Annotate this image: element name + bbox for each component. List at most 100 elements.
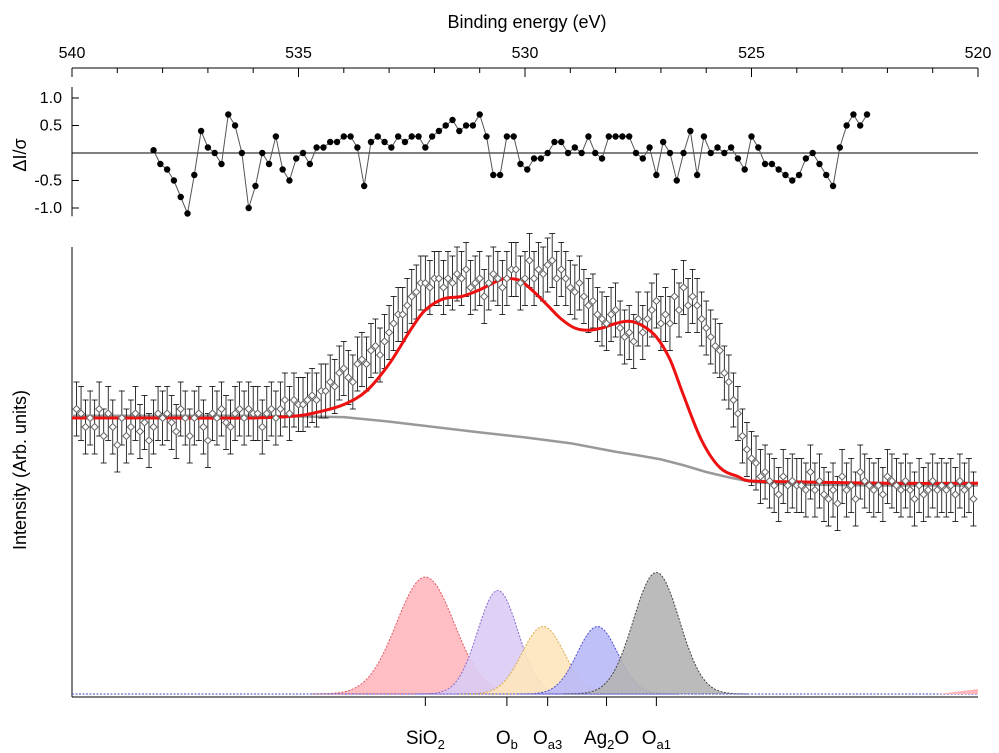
data-marker [706,332,715,342]
intensity-y-axis-label: Intensity (Arb. units) [10,390,30,550]
data-marker [869,485,879,495]
data-marker [543,260,552,270]
data-marker [955,476,965,486]
residual-point [727,144,735,151]
data-marker [226,422,235,432]
data-marker [85,413,95,423]
data-marker [480,292,489,301]
residual-point [673,177,680,184]
data-marker [905,485,915,495]
data-marker [810,485,820,495]
binding-energy-axis: 540 535 530 525 520 [59,45,991,77]
component-peak [417,590,579,695]
residual-point [768,160,776,168]
residual-point [741,166,748,173]
data-marker [733,409,743,418]
component-label-subscript: 2 [607,737,614,752]
data-marker [398,310,407,319]
data-marker [620,332,629,342]
residual-point [585,133,592,140]
data-marker [443,274,453,283]
data-marker [887,476,897,486]
residual-point [598,155,606,162]
residual-point [422,144,429,151]
residual-y-tick-label: -0.5 [34,173,62,190]
x-axis-title: Binding energy (eV) [447,12,606,32]
residual-point [714,144,721,151]
residual-point [490,171,497,179]
data-marker [457,274,466,283]
residual-point [843,122,850,129]
data-marker [851,494,860,504]
data-marker [901,476,910,486]
data-marker [203,436,213,445]
residual-y-tick-label: 1.0 [40,90,62,107]
residual-point [592,149,599,157]
component-peak [458,625,628,695]
data-marker [126,422,136,432]
residual-point [605,133,613,140]
residual-point [823,171,830,179]
data-marker [647,305,657,315]
data-marker [484,278,493,288]
data-marker [425,283,435,292]
data-marker [624,328,634,337]
residual-point [734,155,742,162]
residual-point [435,127,443,135]
residual-point [687,127,694,135]
data-marker [94,404,104,414]
data-marker [765,476,774,486]
data-marker [90,422,99,432]
residual-point [829,182,837,190]
residual-point [340,133,347,140]
data-marker [769,481,779,490]
residual-point [476,111,483,118]
residual-point [850,111,857,118]
residual-point [836,144,844,151]
data-marker [511,265,521,274]
residual-point [564,149,572,157]
data-marker [602,319,611,328]
residual-y-axis-label: ΔI/σ [10,138,30,171]
data-marker [271,413,281,423]
data-marker [448,278,457,288]
data-marker [856,467,865,477]
data-marker [181,413,190,423]
residual-point [755,144,762,151]
data-marker [656,319,666,328]
data-marker [575,278,584,288]
data-marker [344,373,353,382]
data-marker [461,265,471,274]
data-marker [276,404,285,414]
residual-point [374,133,381,140]
data-marker [674,305,684,315]
data-marker [239,413,249,423]
residual-point [544,149,551,157]
data-marker [235,404,244,414]
data-marker [493,274,503,283]
data-marker [470,278,480,288]
data-marker [697,314,706,324]
residual-point [462,122,470,129]
residual-point [449,116,456,124]
data-marker [353,359,362,369]
data-marker [230,409,240,418]
residual-point [639,155,646,162]
residual-y-tick-label: -1.0 [34,200,62,217]
data-marker [579,292,589,301]
data-marker [883,472,892,481]
residual-point [680,149,687,157]
component-peak [516,625,679,695]
x-tick-label: 530 [512,45,539,62]
data-marker [122,431,131,441]
data-marker [629,337,638,346]
data-marker [788,476,797,486]
data-marker [679,283,688,292]
residual-point [163,166,171,173]
data-marker [865,481,874,490]
data-marker [208,409,217,418]
residual-point [646,144,653,151]
residual-point [517,160,524,168]
residual-point [245,204,252,212]
data-marker [81,422,90,432]
